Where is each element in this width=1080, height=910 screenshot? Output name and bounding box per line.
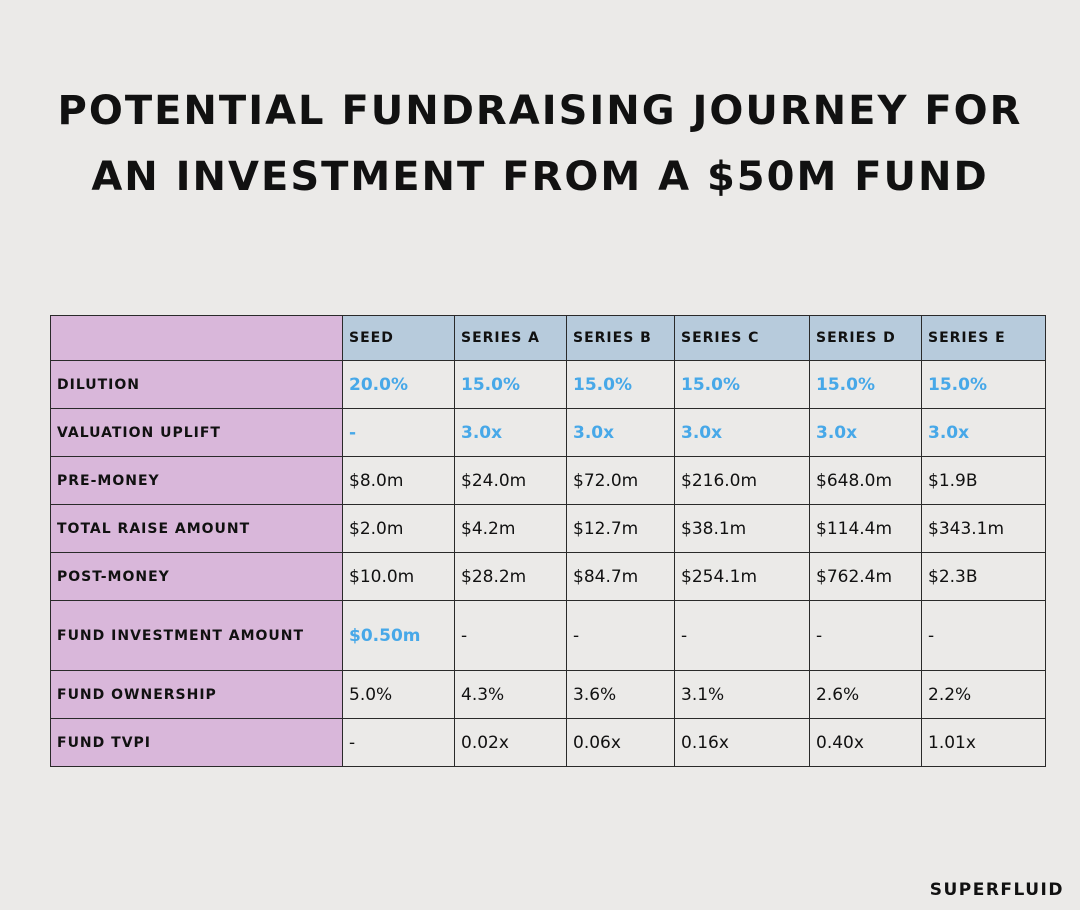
table-cell: $254.1m (674, 552, 810, 601)
table-row: FUND INVESTMENT AMOUNT $0.50m - - - - - (50, 600, 1046, 671)
table-row: DILUTION 20.0% 15.0% 15.0% 15.0% 15.0% 15.0% (50, 360, 1046, 409)
table-body: DILUTION 20.0% 15.0% 15.0% 15.0% 15.0% 15.0% VA… (50, 360, 1046, 767)
table-cell: 3.1% (674, 670, 810, 719)
table-cell: - (674, 600, 810, 671)
table-cell: 5.0% (342, 670, 455, 719)
table-cell: $12.7m (566, 504, 675, 553)
table-cell: 15.0% (809, 360, 922, 409)
column-header: SERIES B (566, 315, 675, 361)
table-cell: 0.06x (566, 718, 675, 767)
title-line-1: POTENTIAL FUNDRAISING JOURNEY FOR (57, 88, 1023, 134)
table-cell: 2.2% (921, 670, 1046, 719)
table-cell: 3.0x (674, 408, 810, 457)
table-cell: $10.0m (342, 552, 455, 601)
table-cell: 15.0% (566, 360, 675, 409)
brand-logo-text: SUPERFLUID (929, 880, 1064, 900)
table-cell: $72.0m (566, 456, 675, 505)
table-cell: 0.40x (809, 718, 922, 767)
table-cell: $343.1m (921, 504, 1046, 553)
column-header: SERIES C (674, 315, 810, 361)
corner-cell (50, 315, 343, 361)
row-label: PRE-MONEY (50, 456, 343, 505)
table-row: PRE-MONEY $8.0m $24.0m $72.0m $216.0m $648.0m… (50, 456, 1046, 505)
table-cell: - (566, 600, 675, 671)
row-label: FUND TVPI (50, 718, 343, 767)
table-cell: $762.4m (809, 552, 922, 601)
table-cell: 3.6% (566, 670, 675, 719)
table-cell: 3.0x (809, 408, 922, 457)
table-cell: 15.0% (674, 360, 810, 409)
table-cell: $648.0m (809, 456, 922, 505)
table-cell: - (342, 718, 455, 767)
column-header: SEED (342, 315, 455, 361)
table-row: VALUATION UPLIFT -3.0x 3.0x 3.0x 3.0x 3.0x (50, 408, 1046, 457)
row-label: FUND OWNERSHIP (50, 670, 343, 719)
table-row: POST-MONEY $10.0m $28.2m $84.7m $254.1m $762.… (50, 552, 1046, 601)
row-label: FUND INVESTMENT AMOUNT (50, 600, 343, 671)
table-cell: - (921, 600, 1046, 671)
table-cell: $2.0m (342, 504, 455, 553)
column-header: SERIES D (809, 315, 922, 361)
row-label: DILUTION (50, 360, 343, 409)
table-cell: - (809, 600, 922, 671)
table-cell: $0.50m (342, 600, 455, 671)
table-cell: - (454, 600, 567, 671)
table-cell: 15.0% (454, 360, 567, 409)
column-header: SERIES A (454, 315, 567, 361)
table-cell: 4.3% (454, 670, 567, 719)
page-title: POTENTIAL FUNDRAISING JOURNEY FOR AN INV… (0, 78, 1080, 210)
table-cell: $4.2m (454, 504, 567, 553)
table-cell: 2.6% (809, 670, 922, 719)
title-line-2: AN INVESTMENT FROM A $50M FUND (91, 154, 989, 200)
row-label: POST-MONEY (50, 552, 343, 601)
table-cell: $8.0m (342, 456, 455, 505)
table-row: FUND TVPI -0.02x 0.06x 0.16x 0.40x 1.01x (50, 718, 1046, 767)
table-cell: $28.2m (454, 552, 567, 601)
row-label: TOTAL RAISE AMOUNT (50, 504, 343, 553)
table-cell: $84.7m (566, 552, 675, 601)
table-cell: $2.3B (921, 552, 1046, 601)
row-label: VALUATION UPLIFT (50, 408, 343, 457)
table-cell: 0.16x (674, 718, 810, 767)
header-row: SEED SERIES A SERIES B SERIES C SERIES D… (50, 315, 1046, 361)
fundraising-table: SEED SERIES A SERIES B SERIES C SERIES D… (50, 315, 1046, 767)
table-cell: 3.0x (454, 408, 567, 457)
table-cell: 3.0x (566, 408, 675, 457)
table-cell: 0.02x (454, 718, 567, 767)
table-row: FUND OWNERSHIP 5.0% 4.3% 3.6% 3.1% 2.6% 2.2% (50, 670, 1046, 719)
table-cell: 20.0% (342, 360, 455, 409)
table-cell: $1.9B (921, 456, 1046, 505)
table-cell: - (342, 408, 455, 457)
table-cell: $38.1m (674, 504, 810, 553)
column-header: SERIES E (921, 315, 1046, 361)
table-cell: $114.4m (809, 504, 922, 553)
table-cell: $24.0m (454, 456, 567, 505)
table-cell: $216.0m (674, 456, 810, 505)
table-cell: 15.0% (921, 360, 1046, 409)
table-cell: 1.01x (921, 718, 1046, 767)
table-cell: 3.0x (921, 408, 1046, 457)
table-row: TOTAL RAISE AMOUNT $2.0m $4.2m $12.7m $38.1m… (50, 504, 1046, 553)
